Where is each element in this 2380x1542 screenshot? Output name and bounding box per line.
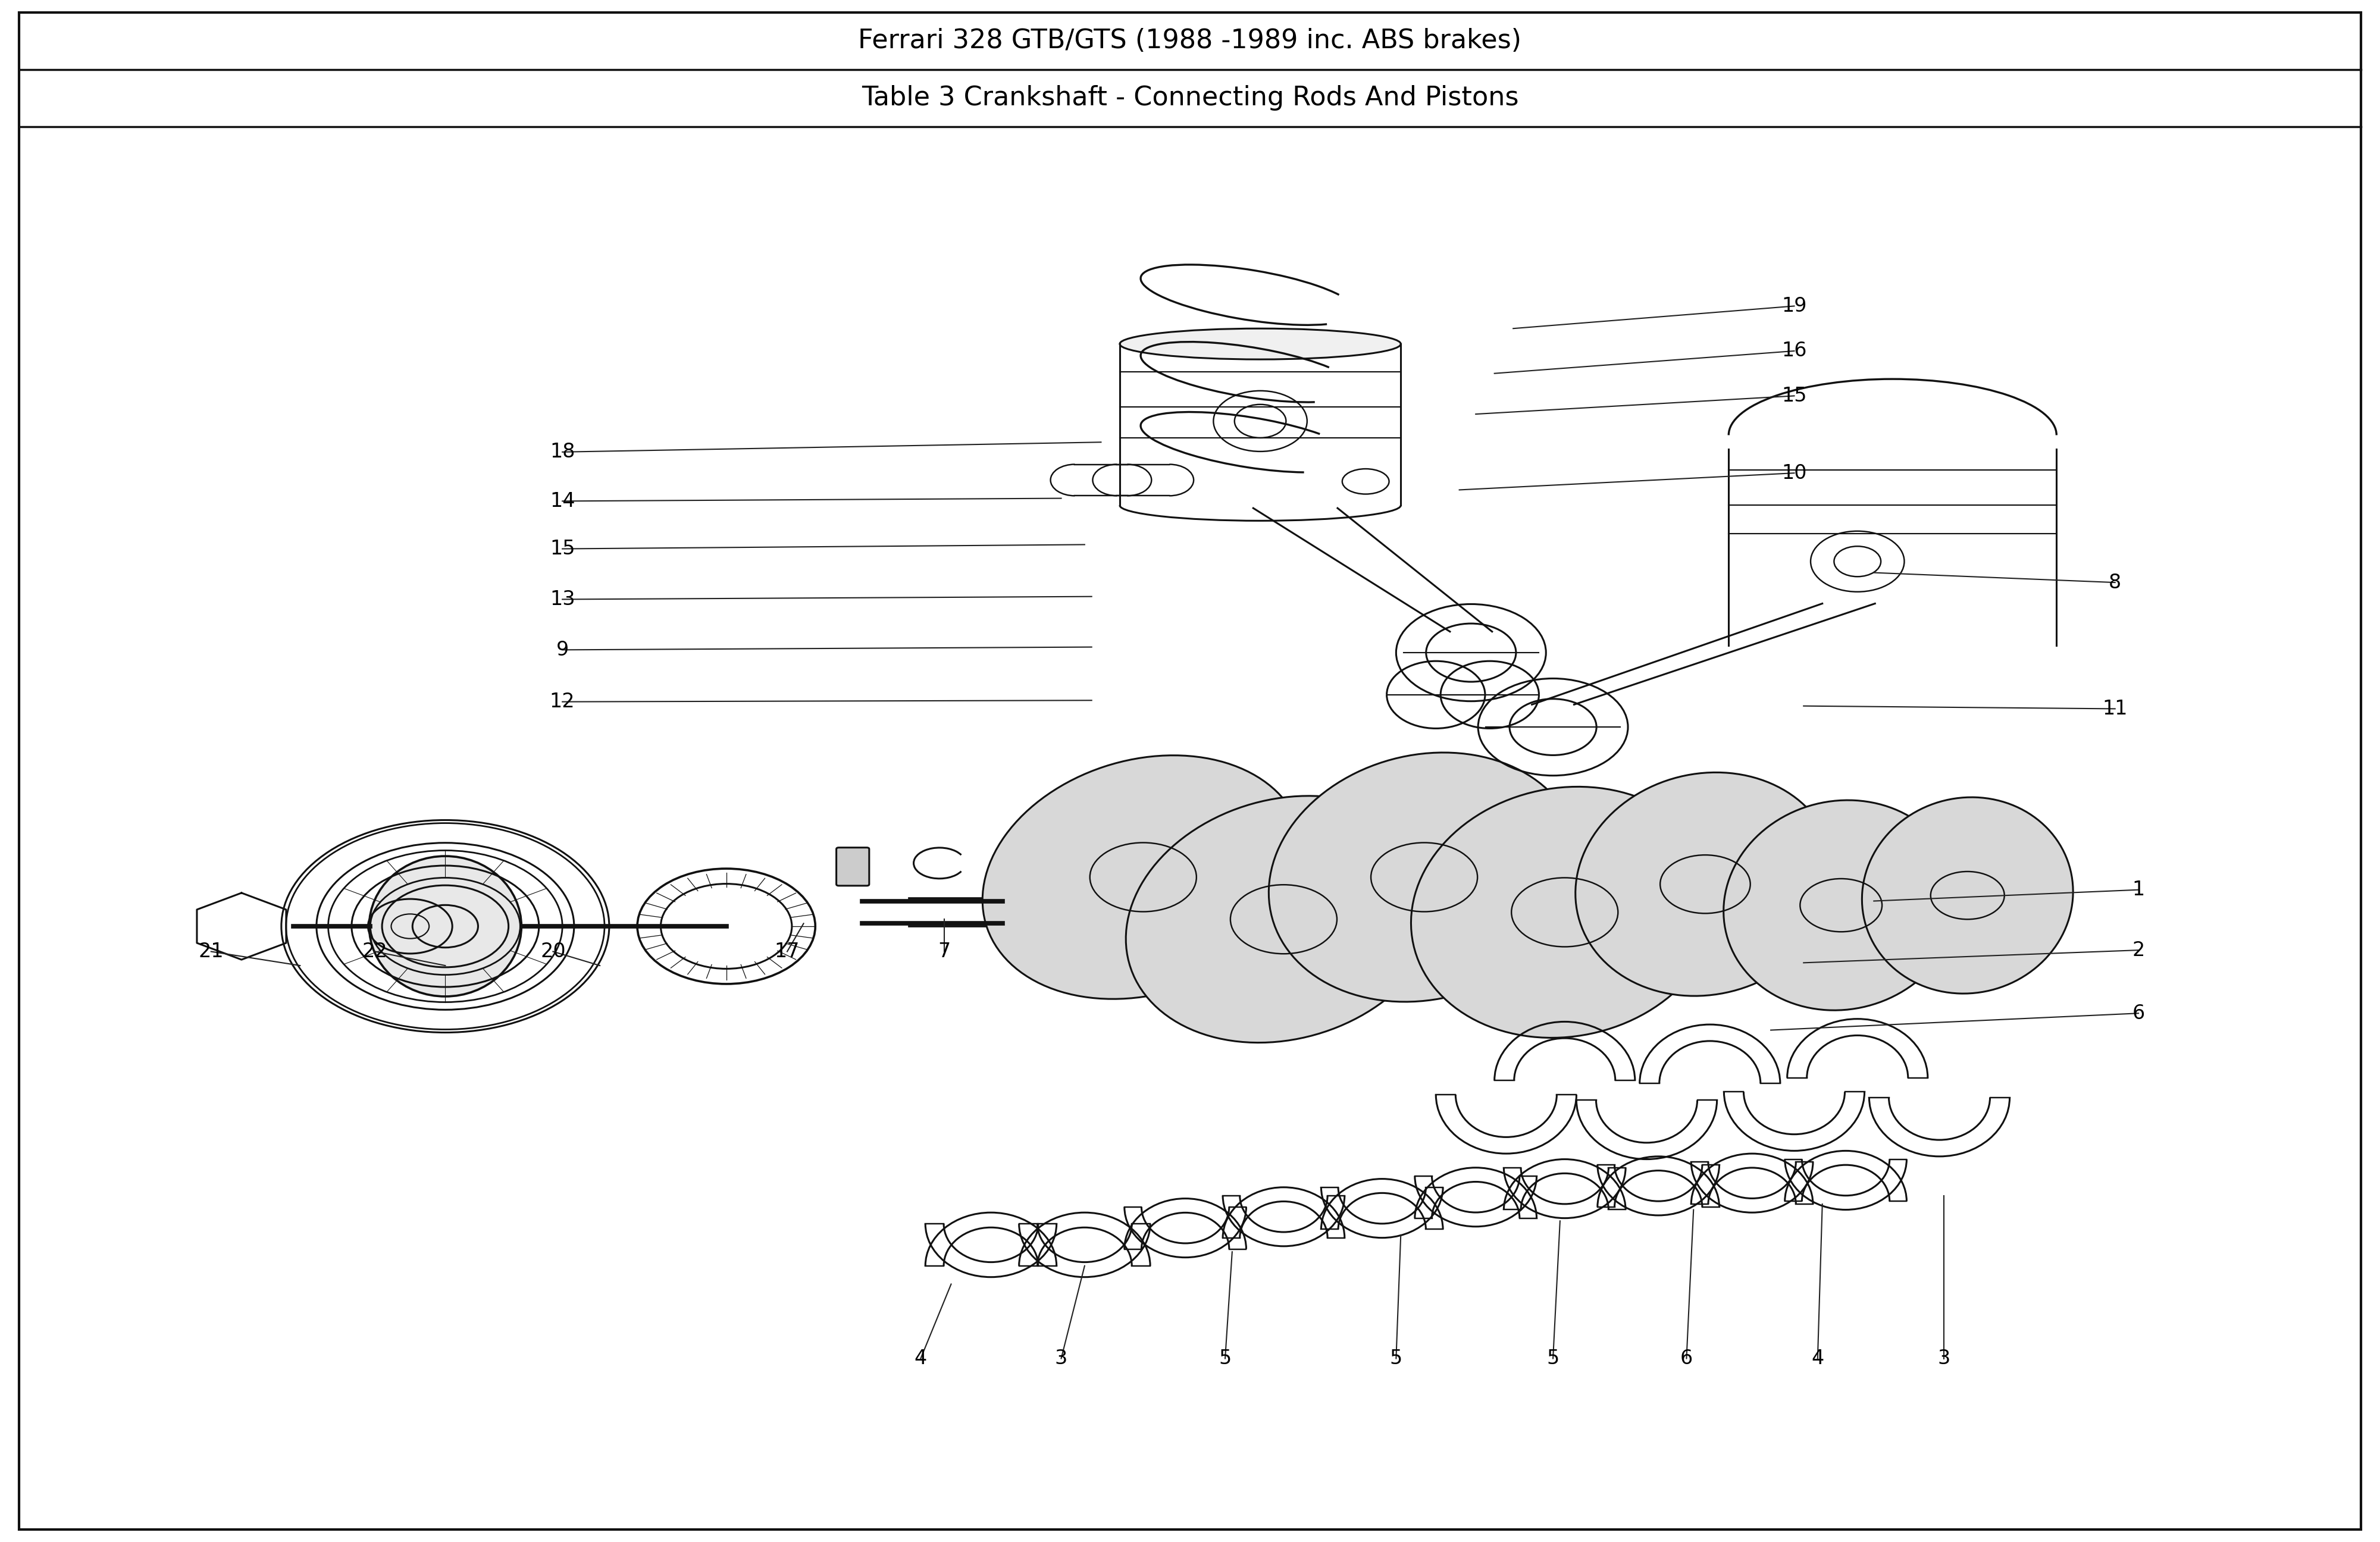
Text: 9: 9: [557, 640, 569, 660]
Text: 8: 8: [2109, 572, 2121, 592]
Text: 2: 2: [2132, 941, 2144, 961]
Ellipse shape: [1576, 773, 1835, 996]
Text: 20: 20: [540, 942, 566, 961]
Ellipse shape: [369, 856, 521, 996]
Ellipse shape: [1411, 786, 1718, 1038]
Text: 4: 4: [914, 1349, 926, 1368]
Text: 22: 22: [362, 942, 388, 961]
Text: 6: 6: [2132, 1004, 2144, 1022]
Text: 15: 15: [1783, 386, 1806, 406]
Text: 1: 1: [2132, 880, 2144, 899]
Ellipse shape: [1126, 796, 1442, 1042]
Text: 3: 3: [1937, 1349, 1952, 1368]
Text: 10: 10: [1783, 463, 1806, 483]
Ellipse shape: [1119, 328, 1402, 359]
Text: 14: 14: [550, 492, 576, 510]
Ellipse shape: [1269, 752, 1580, 1002]
Text: 13: 13: [550, 589, 576, 609]
Text: 19: 19: [1783, 296, 1806, 316]
Text: Table 3 Crankshaft - Connecting Rods And Pistons: Table 3 Crankshaft - Connecting Rods And…: [862, 85, 1518, 111]
Text: 16: 16: [1783, 341, 1806, 361]
Text: 11: 11: [2102, 699, 2128, 719]
Text: 5: 5: [1219, 1349, 1230, 1368]
Text: 5: 5: [1547, 1349, 1559, 1368]
Ellipse shape: [983, 756, 1304, 999]
Ellipse shape: [1861, 797, 2073, 993]
Text: 4: 4: [1811, 1349, 1823, 1368]
Ellipse shape: [1342, 469, 1390, 493]
Text: 15: 15: [550, 540, 576, 558]
FancyBboxPatch shape: [835, 848, 869, 885]
Text: Ferrari 328 GTB/GTS (1988 -1989 inc. ABS brakes): Ferrari 328 GTB/GTS (1988 -1989 inc. ABS…: [859, 28, 1521, 54]
Text: 17: 17: [774, 942, 800, 961]
Text: 18: 18: [550, 443, 576, 461]
Text: 5: 5: [1390, 1349, 1402, 1368]
Text: 7: 7: [938, 942, 950, 961]
Text: 3: 3: [1054, 1349, 1069, 1368]
Ellipse shape: [1723, 800, 1959, 1010]
Text: 12: 12: [550, 692, 576, 711]
Text: 21: 21: [198, 942, 224, 961]
Text: 6: 6: [1680, 1349, 1692, 1368]
